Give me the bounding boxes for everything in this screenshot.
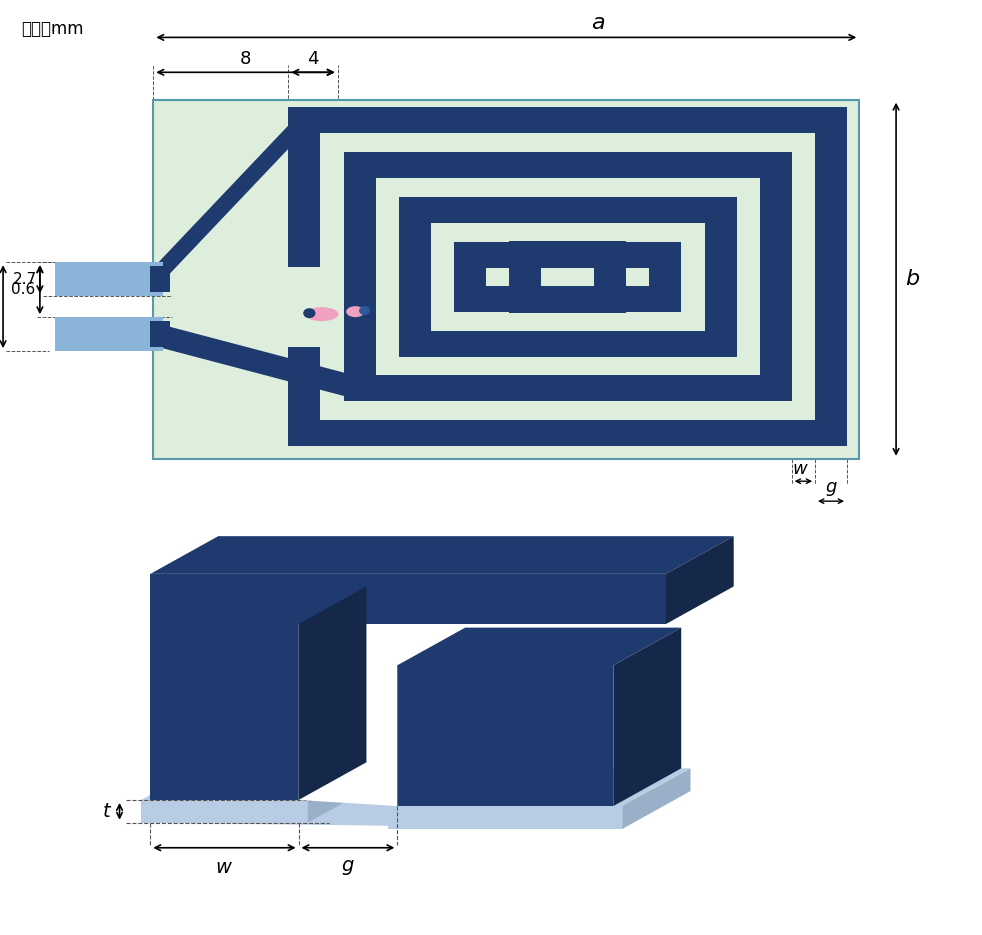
Bar	[55, 263, 163, 296]
Polygon shape	[150, 536, 734, 574]
Polygon shape	[704, 197, 736, 356]
Polygon shape	[289, 421, 846, 446]
Text: $t$: $t$	[102, 802, 112, 821]
Polygon shape	[623, 769, 690, 828]
Polygon shape	[289, 108, 320, 446]
Text: 2.7: 2.7	[13, 272, 36, 287]
Polygon shape	[141, 785, 690, 828]
Bar	[153, 100, 859, 459]
Polygon shape	[614, 627, 682, 806]
Bar	[289, 266, 320, 347]
Polygon shape	[510, 266, 541, 287]
Polygon shape	[289, 108, 846, 133]
Text: 4: 4	[307, 50, 319, 68]
Ellipse shape	[304, 308, 339, 321]
Polygon shape	[150, 574, 666, 625]
Bar	[150, 266, 170, 293]
Polygon shape	[153, 323, 359, 400]
Text: $w$: $w$	[215, 857, 234, 877]
Polygon shape	[344, 152, 791, 178]
Polygon shape	[399, 197, 431, 356]
Polygon shape	[153, 108, 304, 291]
Polygon shape	[150, 625, 299, 800]
Text: $a$: $a$	[591, 13, 606, 34]
Polygon shape	[141, 800, 307, 823]
Polygon shape	[815, 108, 846, 446]
Text: $w$: $w$	[791, 460, 809, 478]
Ellipse shape	[346, 306, 364, 317]
Bar	[55, 317, 163, 351]
Polygon shape	[454, 286, 682, 311]
Polygon shape	[510, 241, 627, 266]
Polygon shape	[307, 762, 376, 823]
Polygon shape	[399, 331, 736, 356]
Text: 単位：mm: 単位：mm	[22, 20, 84, 38]
Circle shape	[303, 309, 315, 318]
Text: $g$: $g$	[825, 480, 838, 497]
Polygon shape	[760, 152, 791, 401]
Polygon shape	[454, 242, 682, 267]
Polygon shape	[399, 197, 736, 223]
Circle shape	[359, 306, 370, 315]
Text: $g$: $g$	[341, 857, 355, 877]
Polygon shape	[454, 242, 486, 311]
Polygon shape	[398, 627, 682, 666]
Bar	[150, 321, 170, 347]
Polygon shape	[344, 152, 375, 401]
Polygon shape	[398, 666, 614, 806]
Polygon shape	[666, 536, 734, 625]
Polygon shape	[510, 287, 627, 312]
Polygon shape	[594, 266, 627, 287]
Polygon shape	[141, 762, 376, 800]
Text: 8: 8	[240, 50, 251, 68]
Polygon shape	[344, 376, 791, 401]
Text: $b$: $b$	[905, 269, 920, 289]
Polygon shape	[649, 242, 682, 311]
Polygon shape	[150, 586, 366, 625]
Polygon shape	[388, 806, 623, 828]
Polygon shape	[299, 586, 366, 800]
Text: 0.6: 0.6	[11, 282, 35, 297]
Polygon shape	[299, 586, 366, 800]
Polygon shape	[299, 625, 398, 806]
Polygon shape	[388, 769, 690, 806]
